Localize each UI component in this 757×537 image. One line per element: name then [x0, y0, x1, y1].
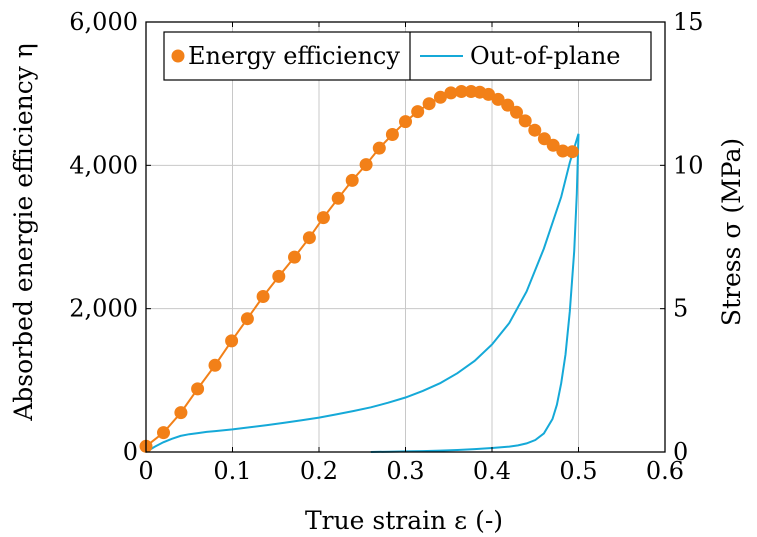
y-right-tick-label: 10: [673, 151, 704, 179]
energy-point: [528, 123, 542, 137]
energy-point: [433, 90, 447, 104]
energy-point: [501, 98, 515, 112]
energy-point: [372, 141, 386, 155]
energy-point: [191, 382, 205, 396]
y-axis-left-label: Absorbed energie efficiency η: [9, 43, 38, 422]
legend-box: [163, 31, 652, 81]
energy-point: [399, 115, 412, 129]
x-tick-label: 0: [138, 457, 153, 485]
energy-point: [510, 105, 523, 119]
y-right-tick-label: 15: [673, 8, 704, 36]
energy-point: [272, 269, 286, 283]
energy-point: [422, 97, 436, 111]
legend-energy-marker: [171, 49, 185, 63]
legend-energy-label: Energy efficiency: [188, 42, 400, 70]
energy-point: [491, 92, 505, 106]
energy-point: [331, 191, 345, 205]
energy-point: [546, 138, 560, 152]
energy-point: [385, 128, 399, 141]
series-layer: [139, 85, 580, 453]
x-tick-label: 0.6: [646, 457, 684, 485]
x-tick-label: 0.2: [300, 457, 338, 485]
energy-point: [256, 290, 270, 303]
energy-point: [288, 250, 301, 264]
energy-point: [316, 211, 330, 225]
legend-outofplane-label: Out-of-plane: [470, 42, 620, 70]
energy-point: [345, 173, 359, 187]
y-left-tick-label: 2,000: [69, 295, 138, 323]
energy-point: [454, 85, 468, 98]
y-left-tick-label: 0: [123, 438, 138, 466]
series-outofplane-unloading: [370, 133, 580, 453]
y-axis-right-label: Stress σ (MPa): [717, 138, 746, 326]
energy-point: [157, 426, 170, 440]
energy-point: [240, 312, 254, 326]
y-left-tick-label: 6,000: [69, 8, 138, 36]
energy-point: [444, 86, 458, 100]
x-tick-label: 0.1: [213, 457, 251, 485]
grid: [146, 22, 665, 452]
energy-point: [225, 334, 239, 348]
energy-point: [556, 144, 570, 158]
y-right-tick-label: 5: [673, 295, 688, 323]
y-left-tick-label: 4,000: [69, 151, 138, 179]
x-tick-label: 0.5: [559, 457, 597, 485]
energy-point: [208, 358, 222, 372]
ticks: 0 0.1 0.2 0.3 0.4 0.5 0.602,0004,0006,00005101…: [69, 8, 703, 485]
energy-point: [174, 406, 188, 420]
energy-point: [565, 145, 579, 159]
series-energy-line: [145, 90, 573, 448]
energy-point: [482, 87, 495, 101]
energy-point: [518, 114, 532, 128]
energy-point: [359, 158, 373, 172]
legend: Energy efficiency Out-of-plane: [163, 31, 652, 81]
x-axis-label: True strain ε (-): [305, 506, 503, 535]
energy-point: [411, 105, 425, 119]
energy-point: [302, 231, 316, 245]
x-tick-label: 0.3: [386, 457, 424, 485]
y-right-tick-label: 0: [673, 438, 688, 466]
x-tick-label: 0.4: [473, 457, 511, 485]
series-outofplane-loading: [145, 133, 580, 453]
